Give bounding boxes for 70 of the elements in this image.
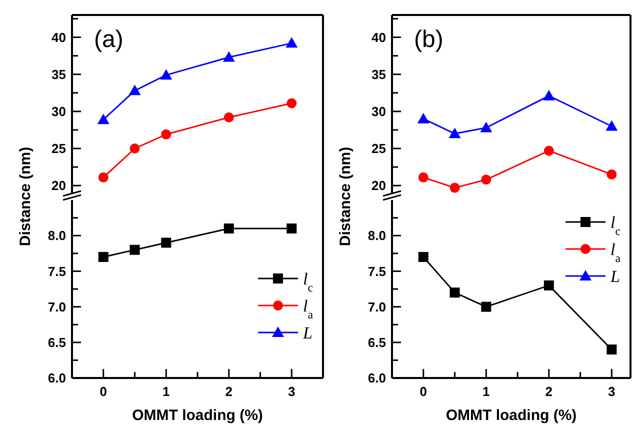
- y-tick-label: 6.5: [368, 334, 386, 350]
- y-tick-label: 6.5: [48, 334, 66, 350]
- point: [418, 252, 428, 262]
- legend-label: l$_{a}$: [303, 296, 314, 322]
- point: [450, 182, 460, 193]
- point: [130, 244, 140, 255]
- legend-label: l$_{c}$: [303, 269, 314, 294]
- point: [417, 112, 430, 124]
- y-tick-label: 20: [52, 178, 66, 194]
- point: [286, 98, 297, 108]
- y-tick-label: 7.5: [368, 264, 386, 279]
- y-tick-label: 25: [372, 141, 386, 156]
- point: [450, 288, 460, 298]
- point: [160, 69, 172, 80]
- point: [606, 169, 617, 180]
- y-tick-label: 40: [372, 30, 386, 45]
- point: [542, 90, 555, 100]
- point: [286, 223, 297, 234]
- x-tick-label: 1: [482, 384, 490, 399]
- y-tick-label: 8.0: [48, 228, 66, 244]
- point: [544, 146, 554, 156]
- legend-label: L: [302, 323, 312, 342]
- y-axis-title: Distance (nm): [17, 146, 34, 246]
- y-tick-label: 35: [52, 66, 66, 82]
- point: [130, 144, 140, 154]
- x-axis-title: OMMT loading (%): [446, 407, 577, 424]
- y-tick-label: 40: [52, 30, 66, 45]
- y-tick-label: 35: [372, 66, 386, 82]
- y-tick-label: 30: [52, 104, 66, 119]
- y-tick-label: 7.0: [48, 299, 66, 314]
- y-tick-label: 25: [52, 141, 66, 156]
- y-tick-label: 8.0: [368, 228, 386, 244]
- x-tick-label: 0: [100, 384, 107, 399]
- point: [481, 174, 492, 185]
- x-tick-label: 0: [420, 384, 427, 399]
- point: [448, 128, 461, 138]
- y-tick-label: 30: [372, 104, 386, 119]
- y-tick-label: 7.5: [48, 264, 66, 279]
- point: [224, 112, 234, 122]
- point: [481, 302, 492, 312]
- y-tick-label: 6.0: [48, 370, 66, 386]
- y-tick-label: 7.0: [368, 299, 386, 314]
- legend-label: l$_{c}$: [610, 212, 621, 238]
- legend-label: L: [610, 266, 620, 286]
- point: [161, 238, 172, 248]
- x-tick-label: 2: [225, 384, 232, 399]
- point: [606, 344, 617, 355]
- x-axis-title: OMMT loading (%): [132, 407, 263, 424]
- y-tick-label: 6.0: [368, 370, 386, 386]
- point: [224, 223, 234, 234]
- x-tick-label: 1: [162, 384, 170, 399]
- legend-label: l$_{a}$: [610, 240, 622, 265]
- point: [286, 37, 298, 48]
- point: [544, 280, 554, 290]
- x-tick-label: 2: [545, 384, 553, 399]
- y-tick-label: 20: [372, 178, 386, 194]
- x-tick-label: 3: [288, 384, 296, 399]
- x-tick-label: 3: [608, 384, 616, 399]
- point: [128, 84, 141, 96]
- point: [97, 114, 110, 124]
- text: (a): [94, 26, 124, 53]
- point: [418, 172, 428, 182]
- point: [98, 172, 108, 182]
- point: [480, 122, 492, 132]
- point: [222, 51, 235, 62]
- text: (b): [414, 26, 444, 53]
- point: [161, 129, 172, 140]
- y-axis-title: Distance (nm): [337, 146, 354, 246]
- point: [606, 120, 618, 131]
- point: [98, 252, 108, 262]
